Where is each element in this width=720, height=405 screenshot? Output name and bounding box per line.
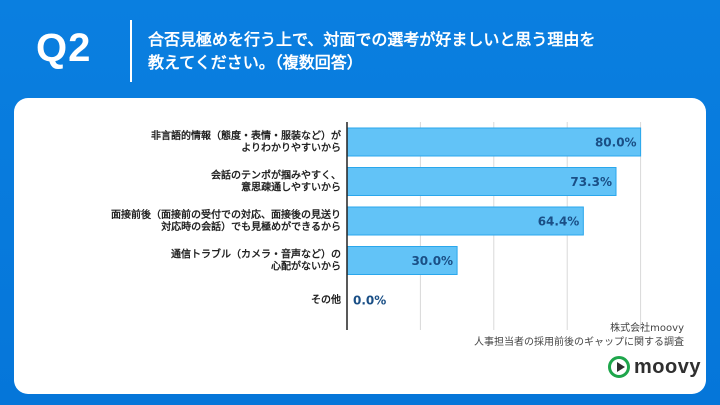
category-label: 非言語的情報（態度・表情・服装など）が [151,129,342,142]
bar [346,246,458,275]
data-label: 80.0% [595,136,637,150]
data-label: 0.0% [353,294,386,308]
category-label: 対応時の会話）でも見極めができるから [160,220,341,233]
data-label: 73.3% [570,175,612,189]
logo-text: moovy [634,355,701,378]
chart-panel: 80.0% 非言語的情報（態度・表情・服装など）が よりわかりやすいから 73.3% 会… [14,98,706,394]
question-title-line-1: 合否見極めを行う上で、対面での選考が好ましいと思う理由を [148,30,596,49]
category-label: その他 [311,293,341,306]
data-label: 64.4% [538,215,580,229]
category-label: よりわかりやすいから [241,142,341,154]
header-divider [130,20,132,82]
category-label: 心配がないから [271,260,341,273]
source-survey: 人事担当者の採用前後のギャップに関する調査 [474,337,684,348]
moovy-logo: moovy [608,353,701,381]
data-label: 30.0% [411,254,453,268]
question-title: 合否見極めを行う上で、対面での選考が好ましいと思う理由を 教えてください。（複数… [148,28,708,74]
question-title-line-2: 教えてください。（複数回答） [148,53,363,72]
category-label: 面接前後（面接前の受付での対応、面接後の見送り [111,208,341,221]
question-number: Q2 [36,26,92,70]
category-label: 通信トラブル（カメラ・音声など）の [171,248,341,261]
category-label: 会話のテンポが掴みやすく、 [211,169,341,182]
source-company: 株式会社moovy [610,323,684,334]
source-note: 株式会社moovy 人事担当者の採用前後のギャップに関する調査 [474,322,684,350]
play-icon [608,356,630,378]
category-label: 意思疎通しやすいから [241,181,341,194]
bar [346,167,617,196]
